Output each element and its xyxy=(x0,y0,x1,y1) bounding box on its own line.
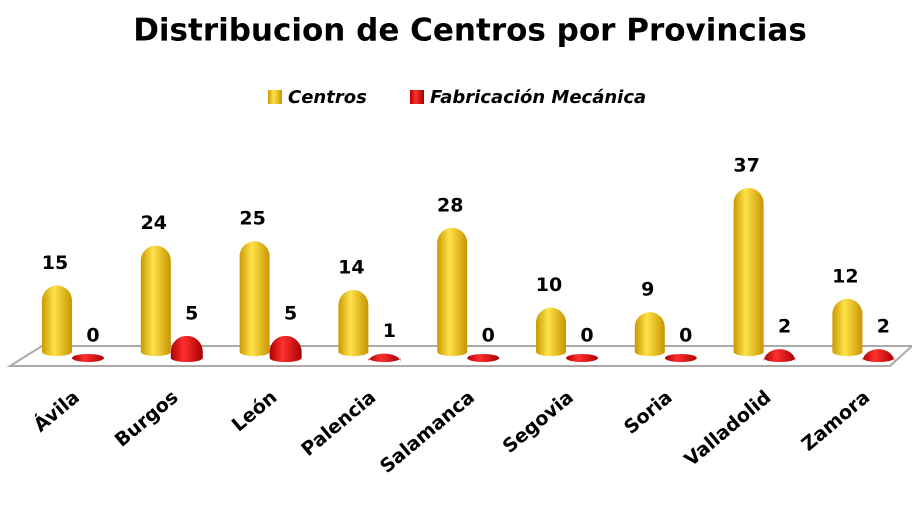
x-tick-label: Palencia xyxy=(297,386,380,461)
value-label: 15 xyxy=(42,252,68,274)
legend-swatch xyxy=(410,90,424,104)
bar xyxy=(42,285,72,356)
value-label: 0 xyxy=(580,325,593,347)
value-label: 0 xyxy=(482,325,495,347)
bar xyxy=(763,349,796,362)
bar xyxy=(170,335,203,362)
x-tick-label: León xyxy=(228,386,282,436)
bar xyxy=(862,349,895,362)
x-tick-label: Burgos xyxy=(111,386,183,451)
x-tick-label: Zamora xyxy=(797,386,874,455)
x-tick-label: Valladolid xyxy=(680,386,775,471)
value-label: 5 xyxy=(185,302,198,324)
legend-label: Fabricación Mecánica xyxy=(430,87,646,108)
value-label: 5 xyxy=(284,302,297,324)
bar xyxy=(72,354,104,362)
value-label: 0 xyxy=(86,325,99,347)
legend-label: Centros xyxy=(288,87,367,108)
value-label: 37 xyxy=(733,155,759,177)
bar xyxy=(269,335,302,362)
bar xyxy=(664,354,697,362)
bar xyxy=(239,241,270,356)
value-label: 10 xyxy=(536,274,562,296)
value-label: 9 xyxy=(641,279,654,301)
value-label: 28 xyxy=(437,194,463,216)
x-tick-label: Soria xyxy=(620,386,677,438)
bar xyxy=(368,353,401,362)
bar xyxy=(536,307,566,356)
value-label: 2 xyxy=(877,316,890,338)
x-tick-label: Ávila xyxy=(29,385,84,436)
bar xyxy=(338,289,369,356)
chart-title: Distribucion de Centros por Provincias xyxy=(133,13,807,49)
bar xyxy=(437,227,468,356)
bar xyxy=(467,354,500,362)
value-label: 2 xyxy=(778,316,791,338)
value-label: 1 xyxy=(383,320,396,342)
bar xyxy=(832,298,863,356)
value-label: 14 xyxy=(338,256,364,278)
legend-swatch xyxy=(268,90,282,104)
bar xyxy=(566,354,598,362)
x-tick-label: Salamanca xyxy=(376,386,479,477)
bar xyxy=(140,245,171,356)
value-label: 0 xyxy=(679,325,692,347)
bar xyxy=(634,312,665,356)
value-label: 25 xyxy=(239,208,265,230)
value-label: 24 xyxy=(141,212,167,234)
bar xyxy=(733,188,764,356)
value-label: 12 xyxy=(832,265,858,287)
x-tick-label: Segovia xyxy=(499,386,578,457)
